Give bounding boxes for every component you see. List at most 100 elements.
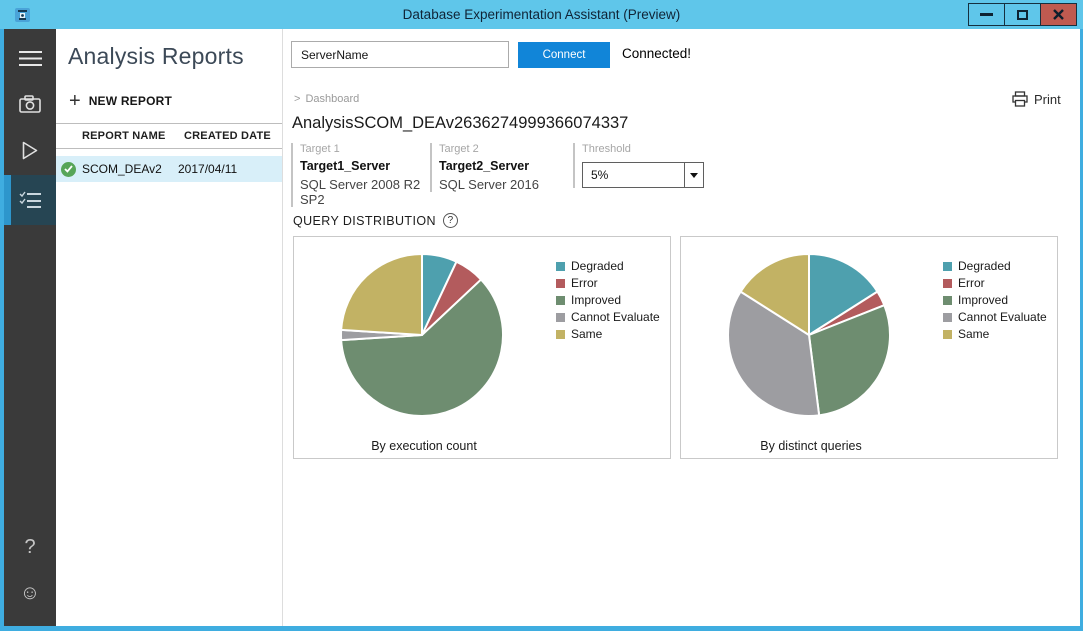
created-date-cell: 2017/04/11 <box>178 162 238 176</box>
window-border-right <box>1080 29 1083 631</box>
camera-icon <box>19 95 41 113</box>
table-row[interactable]: SCOM_DEAv2 2017/04/11 <box>56 156 282 182</box>
legend-swatch <box>943 262 952 271</box>
maximize-button[interactable] <box>1004 3 1041 26</box>
legend-swatch <box>943 296 952 305</box>
nav-item-analysis-reports[interactable] <box>4 175 56 225</box>
window-border-bottom <box>0 626 1083 631</box>
plus-icon: + <box>69 90 81 112</box>
nav-item-replay[interactable] <box>4 127 56 173</box>
pie-slice-improved <box>808 304 891 417</box>
minimize-button[interactable] <box>968 3 1005 26</box>
target-1-server: Target1_Server <box>300 159 391 173</box>
legend-swatch <box>943 330 952 339</box>
new-report-label: NEW REPORT <box>88 94 173 108</box>
nav-item-feedback[interactable]: ☺ <box>4 570 56 616</box>
maximize-icon <box>1017 9 1028 20</box>
pie-slice-same <box>739 253 810 336</box>
app-icon <box>15 8 30 22</box>
pie-slice-improved <box>340 278 504 417</box>
threshold-label: Threshold <box>582 143 631 155</box>
threshold-dropdown[interactable]: 5% <box>582 162 704 188</box>
minimize-icon <box>980 13 993 16</box>
legend-item: Improved <box>556 293 660 307</box>
legend-item: Degraded <box>556 259 660 273</box>
legend-swatch <box>556 330 565 339</box>
new-report-button[interactable]: + NEW REPORT <box>69 91 172 111</box>
legend-label: Improved <box>571 293 622 307</box>
legend-item: Error <box>943 276 1047 290</box>
status-success-icon <box>61 161 76 177</box>
legend-label: Improved <box>958 293 1009 307</box>
nav-item-menu[interactable] <box>4 35 56 81</box>
legend-label: Degraded <box>571 259 624 273</box>
legend-swatch <box>943 279 952 288</box>
chart-panel-distinct-queries: Degraded Error Improved Cannot Evaluate Same… <box>680 236 1058 459</box>
reports-panel: Analysis Reports + NEW REPORT REPORT NAM… <box>56 29 283 626</box>
printer-icon <box>1012 91 1028 107</box>
legend-item: Same <box>943 327 1047 341</box>
pie-slice-cannot-evaluate <box>727 290 821 417</box>
legend-item: Same <box>556 327 660 341</box>
legend-label: Same <box>958 327 990 341</box>
connection-status: Connected! <box>622 46 692 61</box>
legend-item: Cannot Evaluate <box>556 310 660 324</box>
legend-label: Cannot Evaluate <box>958 310 1047 324</box>
chart-legend: Degraded Error Improved Cannot Evaluate Same <box>556 259 660 344</box>
help-icon: ? <box>24 536 36 558</box>
legend-item: Error <box>556 276 660 290</box>
chart-panel-execution-count: Degraded Error Improved Cannot Evaluate Same… <box>293 236 671 459</box>
pie-chart-distinct-queries <box>727 253 891 417</box>
legend-item: Improved <box>943 293 1047 307</box>
target-1-version: SQL Server 2008 R2 SP2 <box>300 177 421 207</box>
legend-item: Cannot Evaluate <box>943 310 1047 324</box>
section-title: QUERY DISTRIBUTION <box>293 213 436 228</box>
legend-label: Cannot Evaluate <box>571 310 660 324</box>
connect-button[interactable]: Connect <box>518 42 610 68</box>
breadcrumb[interactable]: > Dashboard <box>294 93 359 105</box>
legend-label: Same <box>571 327 603 341</box>
target-2-group: Target 2 Target2_Server SQL Server 2016 <box>430 143 560 192</box>
query-distribution-header: QUERY DISTRIBUTION ? <box>293 213 458 228</box>
legend-swatch <box>556 313 565 322</box>
close-icon <box>1053 9 1064 20</box>
threshold-value: 5% <box>591 168 609 182</box>
section-help-icon[interactable]: ? <box>442 213 458 228</box>
server-name-input[interactable] <box>291 41 509 68</box>
column-report-name: REPORT NAME <box>82 130 166 142</box>
legend-label: Error <box>571 276 598 290</box>
play-icon <box>22 141 38 159</box>
legend-item: Degraded <box>943 259 1047 273</box>
legend-label: Degraded <box>958 259 1011 273</box>
nav-item-capture[interactable] <box>4 81 56 127</box>
dropdown-arrow-button[interactable] <box>684 163 703 187</box>
breadcrumb-label: Dashboard <box>305 93 360 105</box>
target-1-group: Target 1 Target1_Server SQL Server 2008 … <box>291 143 428 207</box>
close-button[interactable] <box>1040 3 1077 26</box>
threshold-group: Threshold 5% <box>573 143 704 188</box>
target-2-server: Target2_Server <box>439 159 530 173</box>
nav-sidebar: ? ☺ <box>4 29 56 626</box>
legend-swatch <box>943 313 952 322</box>
window-title: Database Experimentation Assistant (Prev… <box>402 7 681 22</box>
chart-caption: By execution count <box>371 439 477 453</box>
print-button[interactable]: Print <box>1012 91 1061 107</box>
target-1-label: Target 1 <box>300 143 340 155</box>
legend-label: Error <box>958 276 985 290</box>
column-created-date: CREATED DATE <box>184 130 271 142</box>
target-2-version: SQL Server 2016 <box>439 177 539 192</box>
legend-swatch <box>556 279 565 288</box>
window-border-left <box>0 29 4 631</box>
window-controls <box>968 3 1077 26</box>
pie-chart-execution-count <box>340 253 504 417</box>
nav-item-help[interactable]: ? <box>4 524 56 570</box>
legend-swatch <box>556 296 565 305</box>
feedback-smiley-icon: ☺ <box>19 582 41 604</box>
nav-bottom-group: ? ☺ <box>4 524 56 626</box>
hamburger-menu-icon <box>18 50 42 66</box>
legend-swatch <box>556 262 565 271</box>
panel-title: Analysis Reports <box>68 43 244 69</box>
print-label: Print <box>1034 91 1061 107</box>
pie-slice-same <box>340 253 423 336</box>
